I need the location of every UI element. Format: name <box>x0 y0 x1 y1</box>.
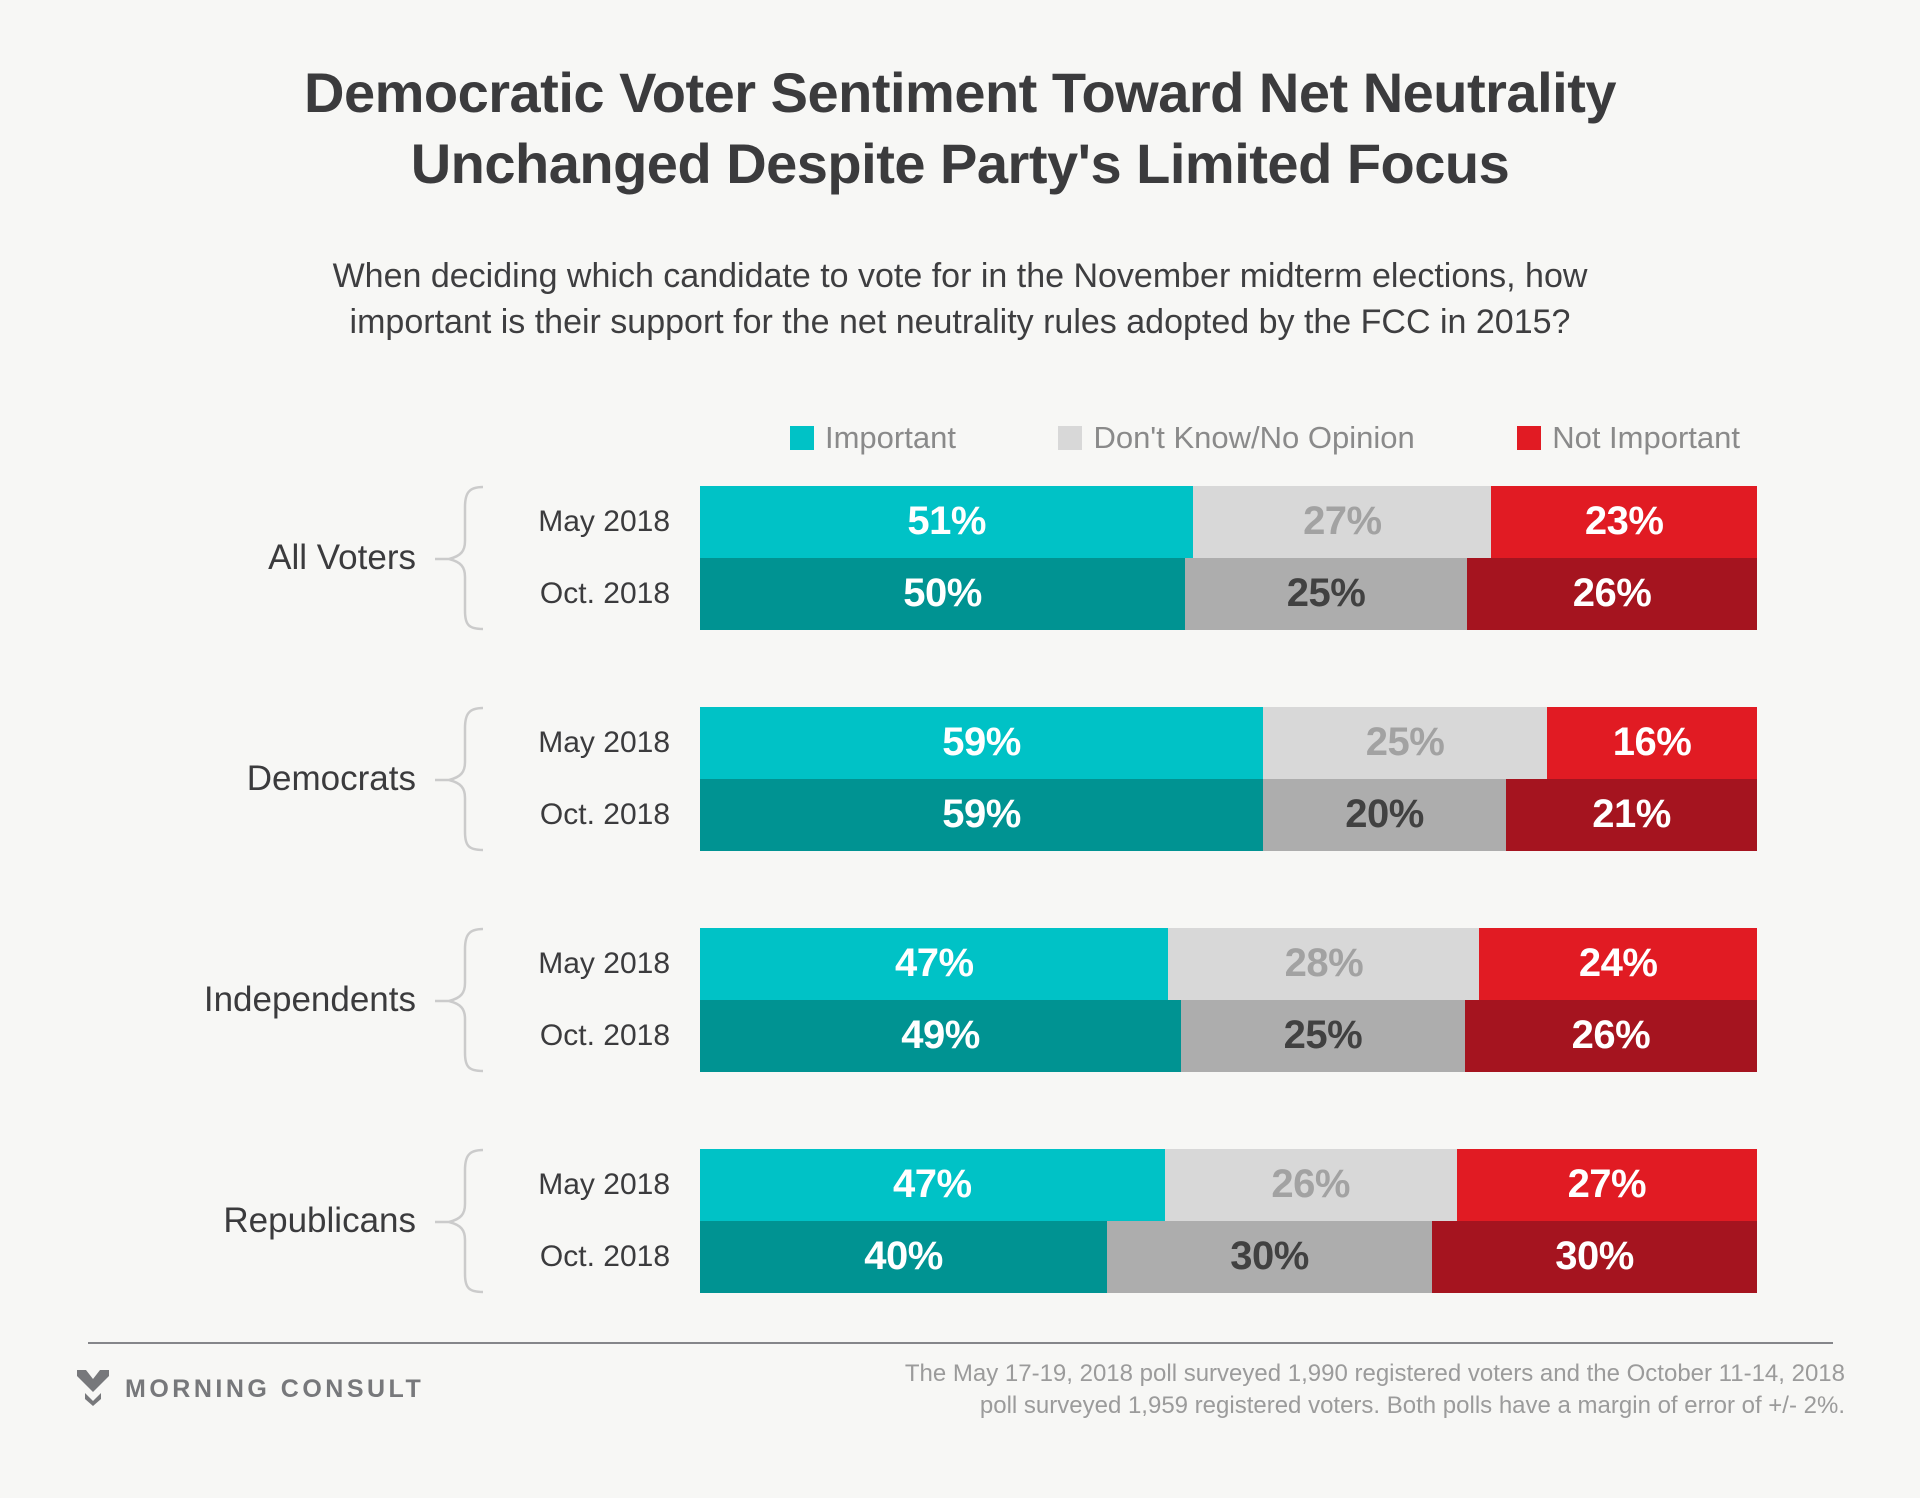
row-period-label: May 2018 <box>538 725 670 759</box>
chart-title: Democratic Voter Sentiment Toward Net Ne… <box>304 61 1617 195</box>
legend-item: Important <box>790 420 956 456</box>
page: Democratic Voter Sentiment Toward Net Ne… <box>0 58 1920 1422</box>
bar-segment-important: 50% <box>700 557 1186 630</box>
row-period-label: May 2018 <box>538 1167 670 1201</box>
row-period-label: May 2018 <box>538 504 670 538</box>
brand-name: MORNING CONSULT <box>125 1375 425 1404</box>
legend-label: Not Important <box>1552 419 1740 455</box>
bar-row: Oct. 2018 59% 20% 21% <box>496 778 1757 851</box>
group: Republicans May 2018 47% 26% 27% Oct. 2018 40… <box>0 1148 1757 1293</box>
group: All Voters May 2018 51% 27% 23% Oct. 2018 50%… <box>0 485 1757 630</box>
stacked-bar: 50% 25% 26% <box>700 557 1757 630</box>
group-rows: May 2018 51% 27% 23% Oct. 2018 50% 25% 26% <box>496 485 1757 630</box>
bar-segment-important: 47% <box>700 927 1169 1000</box>
bar-segment-not-important: 26% <box>1464 999 1757 1072</box>
legend-label: Don't Know/No Opinion <box>1093 419 1415 455</box>
bar-segment-important: 59% <box>700 778 1264 851</box>
brace-icon <box>416 485 496 630</box>
legend: Important Don't Know/No Opinion Not Impo… <box>790 420 1740 456</box>
group-rows: May 2018 59% 25% 16% Oct. 2018 59% 20% 21% <box>496 706 1757 851</box>
stacked-bar: 40% 30% 30% <box>700 1220 1757 1293</box>
bar-segment-not-important: 27% <box>1456 1148 1757 1221</box>
footer-note-line: The May 17-19, 2018 poll surveyed 1,990 … <box>904 1359 1845 1387</box>
legend-item: Don't Know/No Opinion <box>1058 419 1415 456</box>
stacked-bar: 47% 26% 27% <box>700 1148 1757 1221</box>
group-rows: May 2018 47% 26% 27% Oct. 2018 40% 30% 30% <box>496 1148 1757 1293</box>
chart: All Voters May 2018 51% 27% 23% Oct. 2018 50%… <box>0 485 1920 1293</box>
bar-row: May 2018 59% 25% 16% <box>496 706 1757 779</box>
bar-segment-dont-know: 28% <box>1168 927 1480 1000</box>
stacked-bar: 47% 28% 24% <box>700 927 1758 1000</box>
brace-icon <box>416 706 496 851</box>
bar-row: Oct. 2018 40% 30% 30% <box>496 1220 1757 1293</box>
row-period-label: Oct. 2018 <box>539 797 670 831</box>
brand: MORNING CONSULT <box>75 1368 424 1411</box>
stacked-bar: 51% 27% 23% <box>700 485 1757 558</box>
footer-note-line: poll surveyed 1,959 registered voters. B… <box>979 1391 1845 1419</box>
legend-label: Important <box>825 419 956 455</box>
bar-segment-dont-know: 25% <box>1185 557 1468 630</box>
bar-segment-dont-know: 26% <box>1164 1148 1457 1221</box>
group: Democrats May 2018 59% 25% 16% Oct. 2018 59% 2… <box>0 706 1757 851</box>
bar-segment-important: 51% <box>700 485 1194 558</box>
bar-segment-dont-know: 20% <box>1263 778 1506 851</box>
group-label: All Voters <box>268 537 416 577</box>
bar-segment-dont-know: 27% <box>1193 485 1492 558</box>
bar-segment-important: 49% <box>700 999 1181 1072</box>
bar-segment-not-important: 24% <box>1479 927 1758 1000</box>
row-period-label: May 2018 <box>538 946 670 980</box>
footer-note: The May 17-19, 2018 poll surveyed 1,990 … <box>905 1358 1845 1422</box>
footer: MORNING CONSULT The May 17-19, 2018 poll… <box>75 1358 1845 1422</box>
bar-segment-important: 47% <box>700 1148 1165 1221</box>
bar-segment-not-important: 30% <box>1432 1220 1757 1293</box>
bar-segment-not-important: 23% <box>1491 485 1757 558</box>
bar-segment-dont-know: 30% <box>1107 1220 1433 1293</box>
stacked-bar: 49% 25% 26% <box>700 999 1757 1072</box>
group-rows: May 2018 47% 28% 24% Oct. 2018 49% 25% 26% <box>496 927 1758 1072</box>
row-period-label: Oct. 2018 <box>539 1018 670 1052</box>
bar-row: May 2018 47% 26% 27% <box>496 1148 1757 1221</box>
brace-icon <box>416 1148 496 1293</box>
group-label: Democrats <box>246 758 416 798</box>
bar-segment-not-important: 21% <box>1505 778 1757 851</box>
chart-subtitle: When deciding which candidate to vote fo… <box>332 257 1588 342</box>
bar-row: Oct. 2018 49% 25% 26% <box>496 999 1757 1072</box>
brace-icon <box>416 927 496 1072</box>
bar-segment-important: 59% <box>700 706 1264 779</box>
row-period-label: Oct. 2018 <box>539 576 670 610</box>
bar-row: Oct. 2018 50% 25% 26% <box>496 557 1757 630</box>
row-period-label: Oct. 2018 <box>539 1239 670 1273</box>
legend-swatch <box>790 425 814 450</box>
bar-segment-dont-know: 25% <box>1181 999 1465 1072</box>
legend-swatch <box>1517 425 1542 450</box>
morning-consult-logo-icon <box>75 1368 111 1411</box>
bar-segment-not-important: 26% <box>1467 557 1757 630</box>
bar-segment-important: 40% <box>700 1220 1108 1293</box>
bar-row: May 2018 47% 28% 24% <box>496 927 1758 1000</box>
bar-segment-dont-know: 25% <box>1263 706 1548 779</box>
legend-item: Not Important <box>1517 420 1740 456</box>
stacked-bar: 59% 20% 21% <box>700 778 1757 851</box>
bar-segment-not-important: 16% <box>1547 706 1757 779</box>
group: Independents May 2018 47% 28% 24% Oct. 2018 4… <box>0 927 1758 1072</box>
legend-swatch <box>1058 425 1083 450</box>
bar-row: May 2018 51% 27% 23% <box>496 485 1757 558</box>
group-label: Independents <box>203 979 416 1019</box>
footer-divider <box>88 1341 1833 1344</box>
group-label: Republicans <box>223 1200 416 1240</box>
stacked-bar: 59% 25% 16% <box>700 706 1757 779</box>
